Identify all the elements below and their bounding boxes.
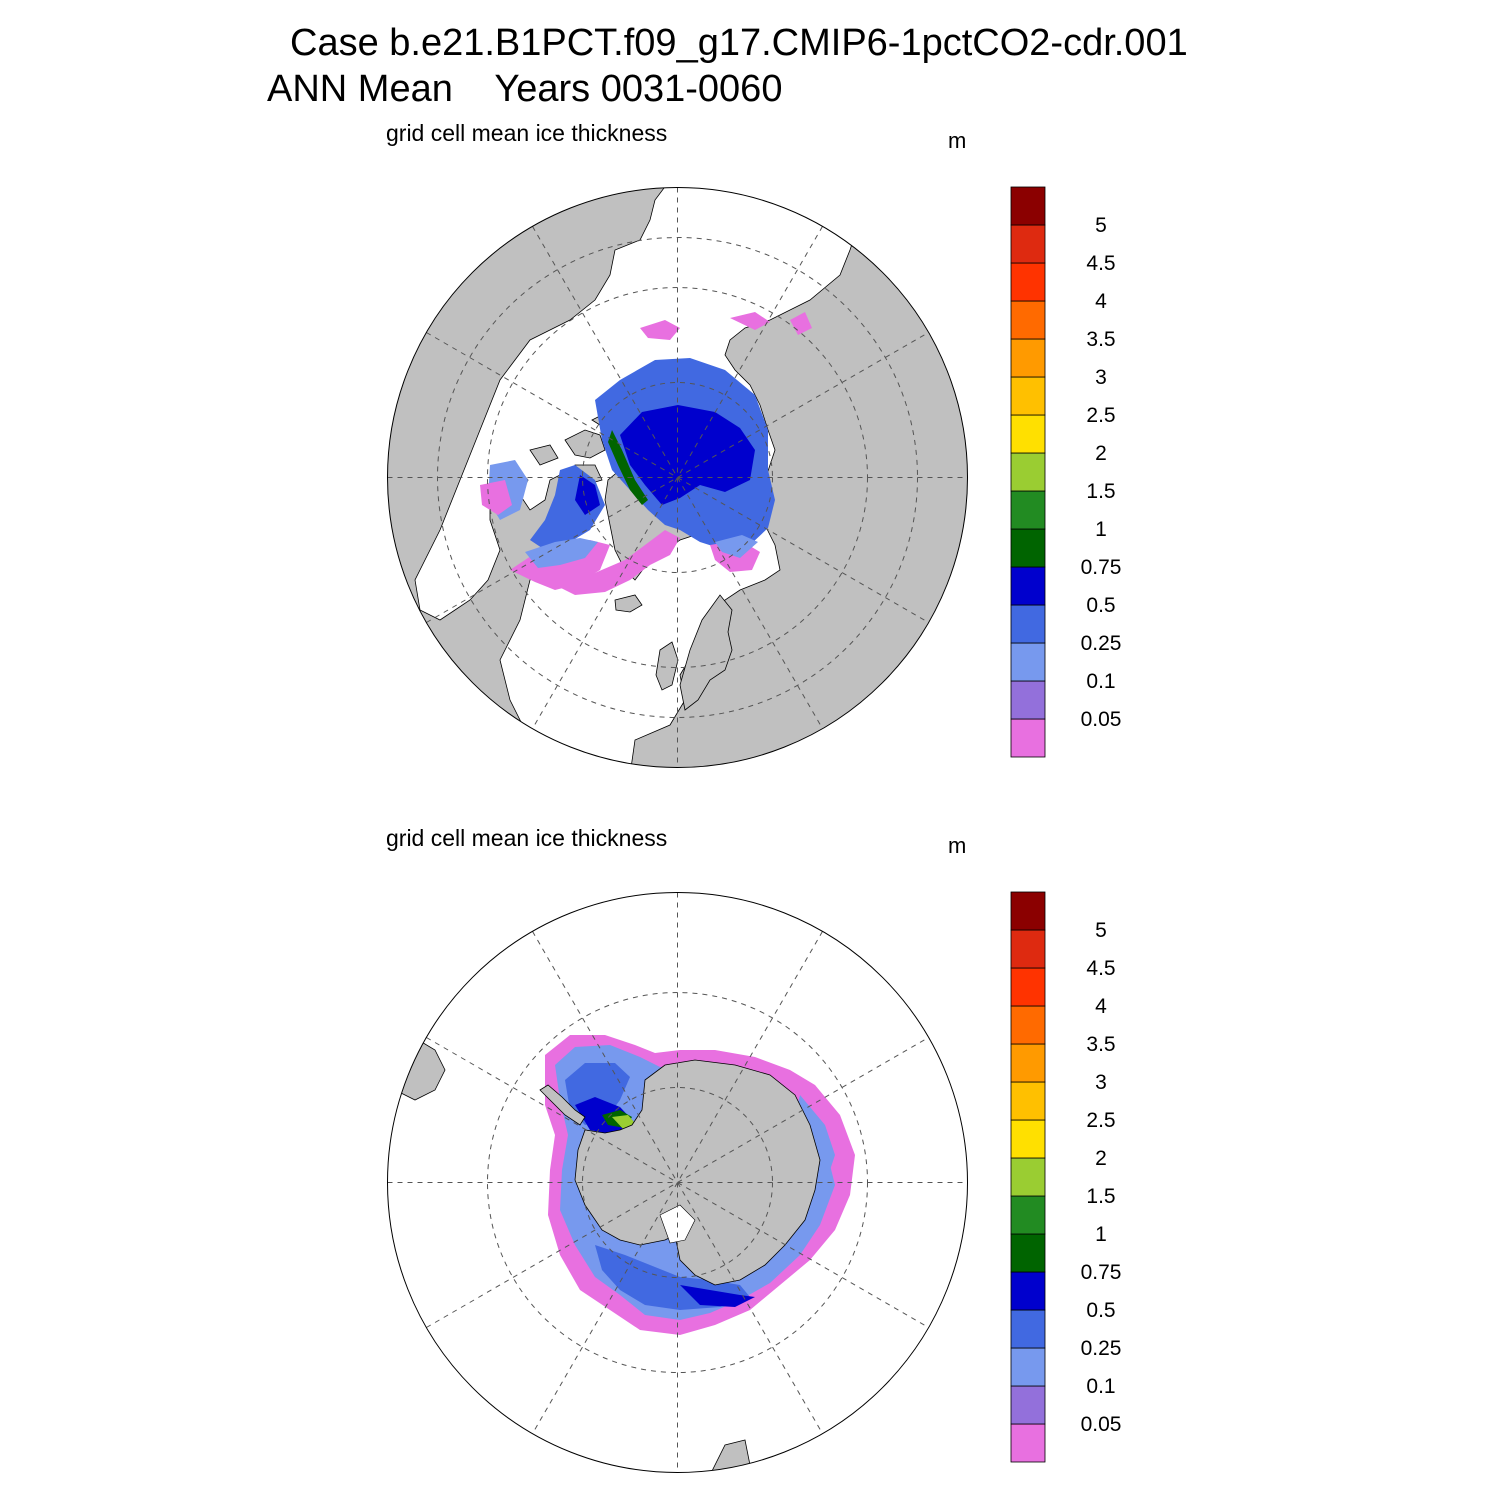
- south-colorbar-swatch: [1010, 1271, 1046, 1311]
- north-colorbar-swatch: [1010, 718, 1046, 758]
- north-colorbar-swatch: [1010, 414, 1046, 454]
- south-colorbar-tick-label: 1.5: [1086, 1185, 1116, 1208]
- south-colorbar-swatch: [1010, 1043, 1046, 1083]
- south-colorbar-tick-label: 1: [1095, 1223, 1107, 1246]
- south-colorbar-tick-label: 2.5: [1086, 1109, 1116, 1132]
- south-colorbar-tick-label: 4.5: [1086, 957, 1116, 980]
- south-colorbar-swatch: [1010, 1119, 1046, 1159]
- north-colorbar-tick-label: 4: [1095, 290, 1107, 313]
- south-colorbar-swatch: [1010, 1423, 1046, 1463]
- south-colorbar-swatch: [1010, 967, 1046, 1007]
- south-graticule: [387, 892, 968, 1473]
- north-colorbar-tick-label: 0.05: [1080, 708, 1122, 731]
- north-colorbar-swatch: [1010, 338, 1046, 378]
- south-colorbar-tick-label: 3: [1095, 1071, 1107, 1094]
- north-colorbar: 0.05 0.1 0.25 0.5 0.75 1 1.5 2 2.5 3 3.5 4 4.5 5: [1010, 186, 1170, 762]
- north-panel-title: grid cell mean ice thickness: [386, 120, 668, 146]
- south-map-boundary: [387, 892, 968, 1473]
- south-colorbar-tick-label: 0.25: [1080, 1337, 1122, 1360]
- south-polar-map: [387, 892, 968, 1473]
- north-colorbar-swatch: [1010, 224, 1046, 264]
- south-colorbar-swatch: [1010, 1309, 1046, 1349]
- south-colorbar-swatch: [1010, 1347, 1046, 1387]
- south-colorbar: 0.05 0.1 0.25 0.5 0.75 1 1.5 2 2.5 3 3.5 4 4.5 5: [1010, 891, 1170, 1467]
- south-colorbar-swatch: [1010, 929, 1046, 969]
- north-colorbar-swatch: [1010, 186, 1046, 226]
- north-graticule: [387, 187, 968, 768]
- south-colorbar-tick-label: 0.1: [1086, 1375, 1116, 1398]
- south-colorbar-swatch: [1010, 1157, 1046, 1197]
- south-colorbar-swatch: [1010, 1195, 1046, 1235]
- north-colorbar-swatch: [1010, 604, 1046, 644]
- north-colorbar-swatch: [1010, 452, 1046, 492]
- north-colorbar-swatches: [1010, 186, 1046, 758]
- south-colorbar-tick-label: 3.5: [1086, 1033, 1116, 1056]
- south-colorbar-tick-label: 5: [1095, 919, 1107, 942]
- south-panel-units: m: [948, 833, 967, 858]
- north-colorbar-tick-label: 2.5: [1086, 404, 1116, 427]
- south-colorbar-swatch: [1010, 891, 1046, 931]
- south-panel-title: grid cell mean ice thickness: [386, 825, 668, 851]
- south-land: [389, 1034, 821, 1473]
- north-colorbar-tick-label: 4.5: [1086, 252, 1116, 275]
- north-colorbar-tick-label: 2: [1095, 442, 1107, 465]
- north-colorbar-swatch: [1010, 642, 1046, 682]
- south-colorbar-swatch: [1010, 1385, 1046, 1425]
- north-colorbar-tick-label: 1.5: [1086, 480, 1116, 503]
- north-colorbar-tick-label: 3: [1095, 366, 1107, 389]
- south-colorbar-tick-label: 2: [1095, 1147, 1107, 1170]
- north-colorbar-swatch: [1010, 300, 1046, 340]
- north-colorbar-swatch: [1010, 376, 1046, 416]
- north-colorbar-tick-label: 1: [1095, 518, 1107, 541]
- north-colorbar-swatch: [1010, 680, 1046, 720]
- south-colorbar-tick-label: 4: [1095, 995, 1107, 1018]
- north-colorbar-tick-label: 0.1: [1086, 670, 1116, 693]
- south-colorbar-tick-label: 0.05: [1080, 1413, 1122, 1436]
- north-polar-map: [387, 187, 968, 768]
- north-colorbar-tick-label: 0.5: [1086, 594, 1116, 617]
- north-panel-units: m: [948, 128, 967, 153]
- figure-title-line-1: Case b.e21.B1PCT.f09_g17.CMIP6-1pctCO2-c…: [290, 22, 1188, 64]
- north-colorbar-tick-label: 3.5: [1086, 328, 1116, 351]
- north-colorbar-swatch: [1010, 528, 1046, 568]
- south-colorbar-tick-label: 0.75: [1080, 1261, 1122, 1284]
- south-colorbar-swatches: [1010, 891, 1046, 1463]
- north-colorbar-tick-label: 5: [1095, 214, 1107, 237]
- north-colorbar-tick-label: 0.75: [1080, 556, 1122, 579]
- north-colorbar-swatch: [1010, 262, 1046, 302]
- north-colorbar-swatch: [1010, 566, 1046, 606]
- south-colorbar-swatch: [1010, 1081, 1046, 1121]
- south-colorbar-swatch: [1010, 1233, 1046, 1273]
- figure-title-line-2: ANN Mean Years 0031-0060: [267, 68, 783, 110]
- north-map-boundary: [387, 187, 968, 768]
- north-sea-ice: [480, 312, 812, 595]
- south-colorbar-swatch: [1010, 1005, 1046, 1045]
- south-colorbar-tick-label: 0.5: [1086, 1299, 1116, 1322]
- north-colorbar-swatch: [1010, 490, 1046, 530]
- north-colorbar-tick-label: 0.25: [1080, 632, 1122, 655]
